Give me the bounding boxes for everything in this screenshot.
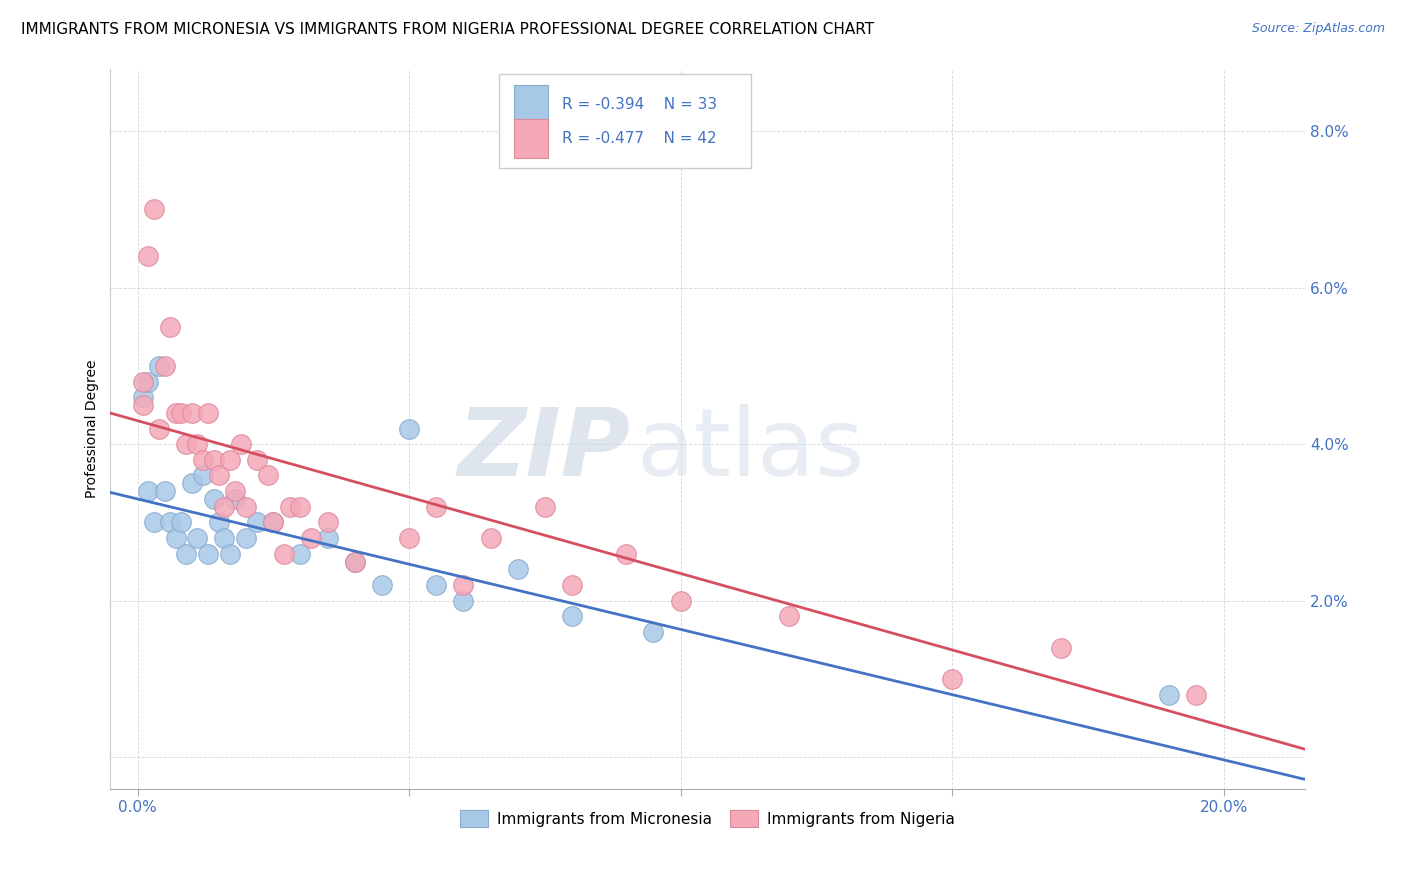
Point: [176, 547, 198, 561]
FancyBboxPatch shape: [515, 85, 548, 124]
Point: [180, 476, 202, 491]
Point: [159, 319, 181, 334]
Point: [506, 562, 529, 576]
Point: [778, 609, 800, 624]
Text: atlas: atlas: [636, 404, 865, 496]
Point: [278, 500, 301, 514]
Point: [453, 593, 475, 607]
Point: [425, 500, 447, 514]
Point: [186, 531, 208, 545]
Point: [224, 491, 246, 506]
Point: [214, 500, 236, 514]
Point: [191, 453, 214, 467]
Point: [316, 516, 339, 530]
Point: [202, 453, 225, 467]
Point: [132, 375, 155, 389]
Point: [453, 578, 475, 592]
Point: [246, 516, 269, 530]
Point: [343, 555, 366, 569]
Point: [224, 484, 246, 499]
Point: [479, 531, 502, 545]
Point: [614, 547, 637, 561]
Point: [153, 359, 176, 373]
Point: [148, 421, 170, 435]
Point: [425, 578, 447, 592]
Text: ZIP: ZIP: [457, 404, 630, 496]
Point: [218, 453, 240, 467]
Point: [262, 516, 284, 530]
Point: [273, 547, 295, 561]
Point: [208, 468, 231, 483]
Point: [669, 593, 692, 607]
Point: [142, 516, 165, 530]
Text: R = -0.477    N = 42: R = -0.477 N = 42: [562, 131, 717, 146]
Point: [1159, 688, 1181, 702]
Point: [371, 578, 394, 592]
Point: [170, 406, 193, 420]
Point: [180, 406, 202, 420]
Point: [257, 468, 280, 483]
Point: [643, 625, 665, 640]
Point: [142, 202, 165, 217]
Point: [138, 484, 160, 499]
Point: [561, 609, 583, 624]
Point: [208, 516, 231, 530]
Point: [398, 531, 420, 545]
Point: [214, 531, 236, 545]
Point: [218, 547, 240, 561]
Point: [138, 249, 160, 263]
Point: [202, 491, 225, 506]
Point: [148, 359, 170, 373]
Point: [534, 500, 557, 514]
Point: [176, 437, 198, 451]
Point: [941, 672, 963, 686]
Point: [132, 390, 155, 404]
Point: [197, 547, 219, 561]
FancyBboxPatch shape: [515, 119, 548, 158]
Point: [191, 468, 214, 483]
Point: [138, 375, 160, 389]
Point: [165, 406, 187, 420]
Point: [246, 453, 269, 467]
Point: [159, 516, 181, 530]
Point: [290, 547, 312, 561]
Point: [316, 531, 339, 545]
Point: [235, 531, 257, 545]
Point: [235, 500, 257, 514]
Point: [262, 516, 284, 530]
Point: [1185, 688, 1208, 702]
Legend: Immigrants from Micronesia, Immigrants from Nigeria: Immigrants from Micronesia, Immigrants f…: [453, 802, 963, 835]
Point: [299, 531, 322, 545]
Point: [132, 398, 155, 412]
Point: [153, 484, 176, 499]
Text: R = -0.394    N = 33: R = -0.394 N = 33: [562, 97, 717, 112]
Point: [290, 500, 312, 514]
Point: [1049, 640, 1071, 655]
Text: IMMIGRANTS FROM MICRONESIA VS IMMIGRANTS FROM NIGERIA PROFESSIONAL DEGREE CORREL: IMMIGRANTS FROM MICRONESIA VS IMMIGRANTS…: [21, 22, 875, 37]
FancyBboxPatch shape: [499, 73, 751, 168]
Point: [170, 516, 193, 530]
Point: [343, 555, 366, 569]
Point: [229, 437, 252, 451]
Point: [165, 531, 187, 545]
Point: [186, 437, 208, 451]
Point: [561, 578, 583, 592]
Text: Source: ZipAtlas.com: Source: ZipAtlas.com: [1251, 22, 1385, 36]
Point: [398, 421, 420, 435]
Point: [197, 406, 219, 420]
Y-axis label: Professional Degree: Professional Degree: [86, 359, 100, 498]
